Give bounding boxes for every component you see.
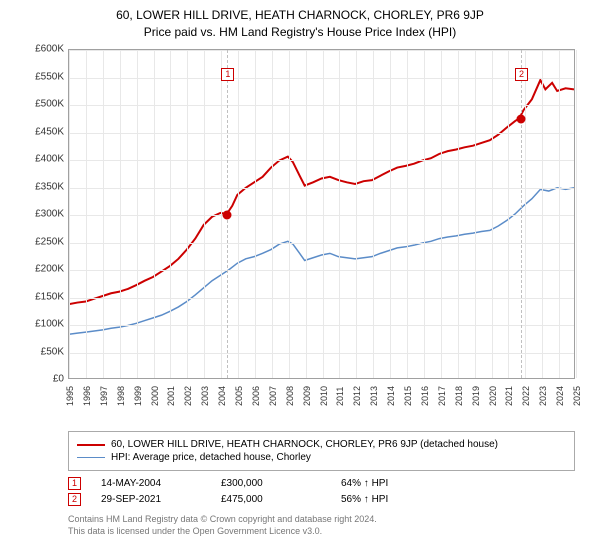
x-tick-label: 1995 [65, 386, 75, 406]
footnote-line1: Contains HM Land Registry data © Crown c… [68, 514, 580, 526]
event-id-box: 2 [68, 493, 81, 506]
event-delta: 64% ↑ HPI [341, 478, 441, 489]
event-price: £475,000 [221, 494, 321, 505]
event-date: 29-SEP-2021 [101, 494, 201, 505]
x-tick-label: 2021 [504, 386, 514, 406]
y-tick-label: £500K [35, 99, 64, 110]
x-tick-label: 2020 [488, 386, 498, 406]
event-price: £300,000 [221, 478, 321, 489]
y-tick-label: £50K [41, 346, 64, 357]
event-id-box: 1 [68, 477, 81, 490]
x-tick-label: 2019 [471, 386, 481, 406]
x-tick-label: 2000 [150, 386, 160, 406]
x-tick-label: 2010 [319, 386, 329, 406]
y-tick-label: £200K [35, 264, 64, 275]
y-tick-label: £450K [35, 126, 64, 137]
y-tick-label: £150K [35, 291, 64, 302]
y-tick-label: £100K [35, 319, 64, 330]
x-tick-label: 2015 [403, 386, 413, 406]
plot: 12 [68, 49, 575, 379]
y-tick-label: £400K [35, 154, 64, 165]
chart-title: 60, LOWER HILL DRIVE, HEATH CHARNOCK, CH… [20, 8, 580, 22]
x-tick-label: 2001 [166, 386, 176, 406]
y-tick-label: £550K [35, 71, 64, 82]
footnote: Contains HM Land Registry data © Crown c… [68, 514, 580, 537]
x-axis: 1995199619971998199920002001200220032004… [68, 379, 575, 399]
plot-svg [69, 50, 574, 378]
marker-box: 2 [515, 68, 528, 81]
x-tick-label: 2006 [251, 386, 261, 406]
x-tick-label: 2022 [521, 386, 531, 406]
event-table: 1 14-MAY-2004 £300,000 64% ↑ HPI 2 29-SEP-202… [68, 477, 575, 506]
x-tick-label: 2012 [352, 386, 362, 406]
marker-dot [223, 211, 232, 220]
legend-label: 60, LOWER HILL DRIVE, HEATH CHARNOCK, CH… [111, 439, 498, 450]
event-row: 1 14-MAY-2004 £300,000 64% ↑ HPI [68, 477, 575, 490]
y-tick-label: £0 [53, 374, 64, 385]
event-delta: 56% ↑ HPI [341, 494, 441, 505]
chart-subtitle: Price paid vs. HM Land Registry's House … [20, 25, 580, 39]
x-tick-label: 1996 [82, 386, 92, 406]
x-tick-label: 1997 [99, 386, 109, 406]
x-tick-label: 2018 [454, 386, 464, 406]
x-tick-label: 2016 [420, 386, 430, 406]
legend-row: 60, LOWER HILL DRIVE, HEATH CHARNOCK, CH… [77, 439, 566, 450]
event-row: 2 29-SEP-2021 £475,000 56% ↑ HPI [68, 493, 575, 506]
x-tick-label: 1998 [116, 386, 126, 406]
y-tick-label: £600K [35, 44, 64, 55]
x-tick-label: 2014 [386, 386, 396, 406]
x-tick-label: 2002 [183, 386, 193, 406]
x-tick-label: 2011 [335, 387, 345, 406]
marker-box: 1 [221, 68, 234, 81]
x-tick-label: 2005 [234, 386, 244, 406]
legend-swatch [77, 444, 105, 446]
y-tick-label: £350K [35, 181, 64, 192]
x-tick-label: 2017 [437, 386, 447, 406]
legend-swatch [77, 457, 105, 458]
y-tick-label: £250K [35, 236, 64, 247]
x-tick-label: 2003 [200, 386, 210, 406]
x-tick-label: 2024 [555, 386, 565, 406]
x-tick-label: 2023 [538, 386, 548, 406]
footnote-line2: This data is licensed under the Open Gov… [68, 526, 580, 538]
legend-row: HPI: Average price, detached house, Chor… [77, 452, 566, 463]
x-tick-label: 2008 [285, 386, 295, 406]
y-axis: £0£50K£100K£150K£200K£250K£300K£350K£400… [20, 49, 66, 379]
x-tick-label: 1999 [133, 386, 143, 406]
y-tick-label: £300K [35, 209, 64, 220]
legend: 60, LOWER HILL DRIVE, HEATH CHARNOCK, CH… [68, 431, 575, 471]
x-tick-label: 2009 [302, 386, 312, 406]
legend-label: HPI: Average price, detached house, Chor… [111, 452, 311, 463]
x-tick-label: 2025 [572, 386, 582, 406]
event-date: 14-MAY-2004 [101, 478, 201, 489]
x-tick-label: 2007 [268, 386, 278, 406]
series-hpi [69, 188, 574, 335]
chart-area: £0 £50K £100K £150K £200K £250K £300K £350K £400… [20, 49, 580, 399]
x-tick-label: 2013 [369, 386, 379, 406]
marker-dot [517, 114, 526, 123]
x-tick-label: 2004 [217, 386, 227, 406]
